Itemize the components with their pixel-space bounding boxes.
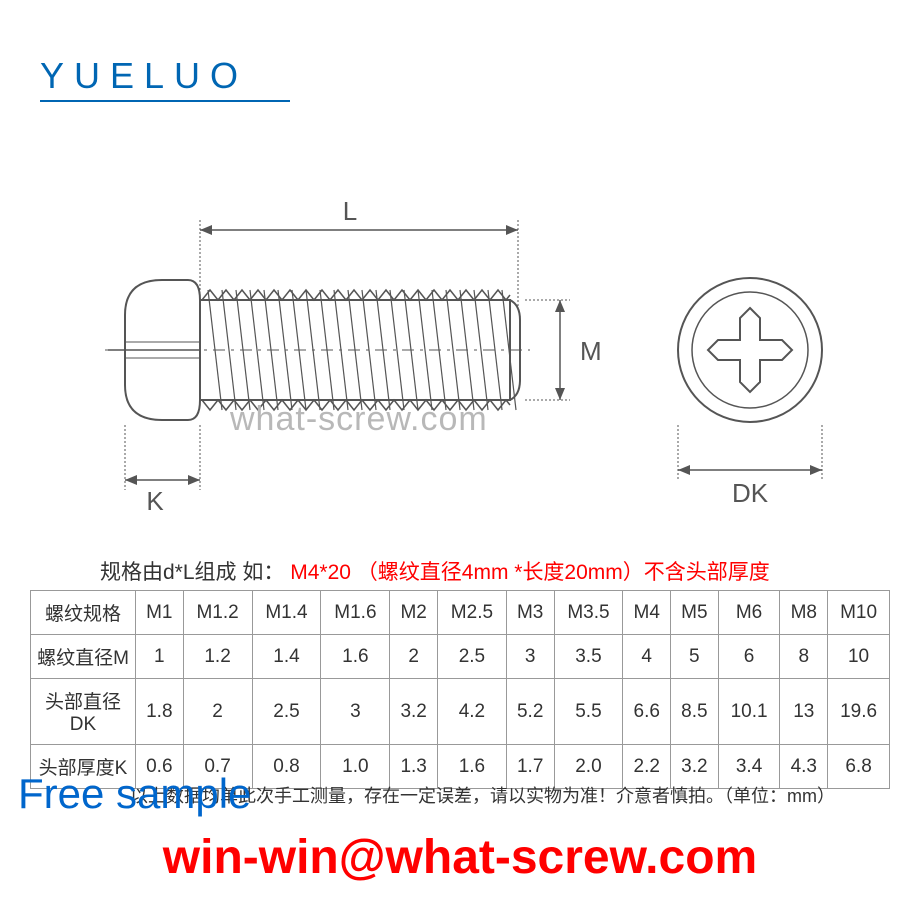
contact-email: win-win@what-screw.com [0, 830, 920, 885]
table-row: 螺纹直径M11.21.41.622.533.5456810 [31, 635, 890, 679]
table-cell: M1.2 [183, 591, 252, 635]
table-cell: M1.4 [252, 591, 321, 635]
table-cell: 13 [780, 679, 828, 745]
table-cell: 2.5 [437, 635, 506, 679]
spec-explain: （螺纹直径4mm *长度20mm）不含头部厚度 [357, 561, 770, 584]
table-cell: 3.2 [390, 679, 438, 745]
table-cell: 6.8 [828, 745, 890, 789]
table-cell: 1 [136, 635, 184, 679]
table-cell: M3 [506, 591, 554, 635]
table-cell: 3 [321, 679, 390, 745]
table-cell: 10 [828, 635, 890, 679]
free-sample-overlay: Free sample [18, 770, 251, 818]
table-cell: 3.5 [554, 635, 623, 679]
table-cell: 4.2 [437, 679, 506, 745]
table-cell: 3 [506, 635, 554, 679]
table-cell: 5 [671, 635, 719, 679]
screw-diagram: L M [60, 190, 860, 510]
table-cell: M3.5 [554, 591, 623, 635]
table-cell: 6 [718, 635, 780, 679]
table-cell: 2.5 [252, 679, 321, 745]
table-cell: 10.1 [718, 679, 780, 745]
table-cell: M2.5 [437, 591, 506, 635]
table-row: 头部直径DK1.822.533.24.25.25.56.68.510.11319… [31, 679, 890, 745]
table-cell: M1 [136, 591, 184, 635]
table-cell: 6.6 [623, 679, 671, 745]
table-cell: 8.5 [671, 679, 719, 745]
table-cell: 19.6 [828, 679, 890, 745]
table-cell: 螺纹规格 [31, 591, 136, 635]
dimensions-table: 螺纹规格M1M1.2M1.4M1.6M2M2.5M3M3.5M4M5M6M8M1… [30, 590, 890, 789]
table-cell: M2 [390, 591, 438, 635]
dim-label-L: L [343, 196, 357, 226]
spec-text-1: 规格由d*L组成 [100, 561, 237, 584]
dim-label-DK: DK [732, 478, 769, 508]
table-cell: M5 [671, 591, 719, 635]
watermark-text: what-screw.com [230, 400, 488, 439]
dim-label-M: M [580, 336, 602, 366]
table-cell: 1.8 [136, 679, 184, 745]
logo-underline [40, 100, 290, 102]
table-cell: 1.6 [321, 635, 390, 679]
table-cell: 8 [780, 635, 828, 679]
spec-example: M4*20 [290, 561, 351, 584]
table-cell: 1.4 [252, 635, 321, 679]
table-cell: M10 [828, 591, 890, 635]
table-cell: 5.5 [554, 679, 623, 745]
table-cell: M1.6 [321, 591, 390, 635]
table-cell: 5.2 [506, 679, 554, 745]
table-cell: M8 [780, 591, 828, 635]
table-row: 螺纹规格M1M1.2M1.4M1.6M2M2.5M3M3.5M4M5M6M8M1… [31, 591, 890, 635]
table-cell: 螺纹直径M [31, 635, 136, 679]
table-cell: M6 [718, 591, 780, 635]
table-cell: 2 [390, 635, 438, 679]
dim-label-K: K [146, 486, 164, 510]
table-cell: 2 [183, 679, 252, 745]
table-cell: 4 [623, 635, 671, 679]
spec-text-2: 如： [242, 561, 284, 584]
brand-logo: YUELUO [40, 55, 248, 97]
table-cell: M4 [623, 591, 671, 635]
spec-description: 规格由d*L组成 如： M4*20 （螺纹直径4mm *长度20mm）不含头部厚… [100, 556, 820, 586]
table-cell: 1.2 [183, 635, 252, 679]
table-cell: 头部直径DK [31, 679, 136, 745]
